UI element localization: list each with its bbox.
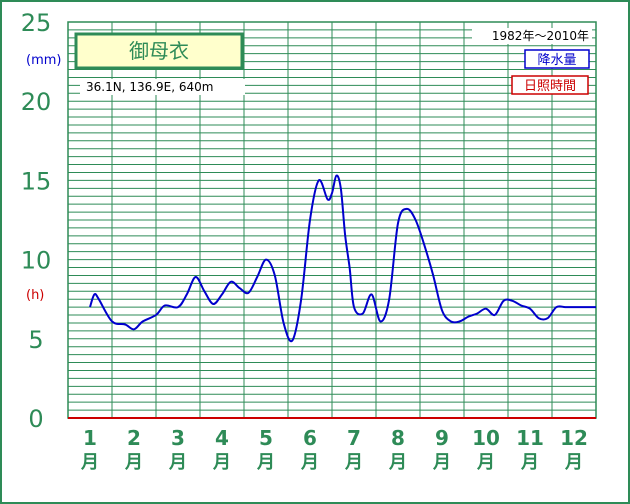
y-tick-label: 15 <box>21 167 52 195</box>
x-tick-unit: 月 <box>256 452 275 473</box>
y-tick-label: 0 <box>28 405 43 433</box>
y-unit-right: (h) <box>26 288 44 303</box>
x-tick-unit: 月 <box>80 452 99 473</box>
x-tick-label: 8 <box>391 426 405 450</box>
period-box <box>472 28 592 44</box>
x-tick-label: 12 <box>560 426 588 450</box>
legend-precip-label: 降水量 <box>537 53 576 68</box>
legend: 降水量 日照時間 <box>511 49 590 95</box>
x-tick-label: 4 <box>215 426 229 450</box>
x-tick-label: 7 <box>347 426 361 450</box>
x-tick-label: 1 <box>83 426 97 450</box>
legend-sunshine-label: 日照時間 <box>524 79 576 94</box>
y-unit-left: (mm) <box>26 53 61 68</box>
y-tick-label: 10 <box>21 247 52 275</box>
x-tick-unit: 月 <box>388 452 407 473</box>
legend-sunshine-box <box>511 75 589 95</box>
x-tick-unit: 月 <box>476 452 495 473</box>
x-tick-label: 9 <box>435 426 449 450</box>
location-label: 36.1N, 136.9E, 640m <box>86 80 213 94</box>
period-label: 1982年〜2010年 <box>492 29 589 43</box>
location-box <box>80 79 245 95</box>
y-tick-label: 20 <box>21 88 52 116</box>
y-tick-labels: 0 5 10 15 20 25 <box>21 9 52 433</box>
x-tick-unit: 月 <box>300 452 319 473</box>
y-tick-label: 25 <box>21 9 52 37</box>
x-tick-label: 6 <box>303 426 317 450</box>
x-tick-unit: 月 <box>520 452 539 473</box>
x-tick-unit: 月 <box>212 452 231 473</box>
x-tick-unit: 月 <box>168 452 187 473</box>
x-tick-unit: 月 <box>344 452 363 473</box>
x-tick-label: 11 <box>516 426 544 450</box>
y-tick-label: 5 <box>28 326 43 354</box>
precipitation-line <box>89 174 596 343</box>
x-tick-unit: 月 <box>564 452 583 473</box>
x-tick-label: 10 <box>472 426 500 450</box>
title-box <box>74 32 244 70</box>
legend-precip-box <box>524 49 590 69</box>
x-tick-unit: 月 <box>432 452 451 473</box>
x-tick-label: 2 <box>127 426 141 450</box>
x-tick-label: 5 <box>259 426 273 450</box>
x-tick-label: 3 <box>171 426 185 450</box>
x-tick-unit: 月 <box>124 452 143 473</box>
chart-title: 御母衣 <box>129 39 189 63</box>
